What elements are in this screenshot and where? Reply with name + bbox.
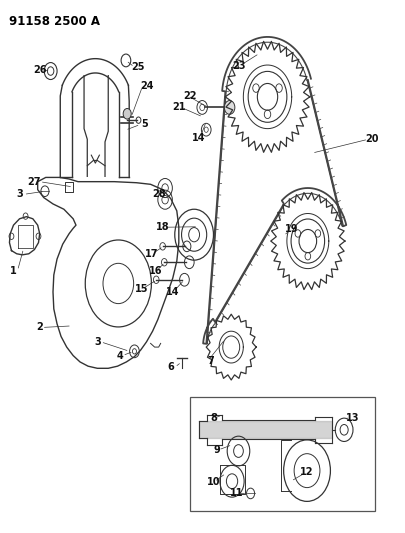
- Text: 15: 15: [134, 284, 148, 294]
- Text: 6: 6: [167, 362, 174, 372]
- Text: 13: 13: [345, 413, 358, 423]
- Text: 91158 2500 A: 91158 2500 A: [9, 14, 100, 28]
- Text: 16: 16: [148, 266, 162, 276]
- Text: 20: 20: [365, 134, 378, 144]
- Text: 11: 11: [230, 488, 243, 498]
- Text: 10: 10: [206, 477, 220, 487]
- Text: 28: 28: [152, 189, 166, 199]
- Text: 8: 8: [210, 413, 217, 423]
- Text: 23: 23: [232, 61, 245, 71]
- Text: 26: 26: [33, 66, 46, 75]
- Text: 21: 21: [172, 102, 185, 112]
- Text: 12: 12: [299, 467, 312, 477]
- Text: 14: 14: [166, 287, 179, 297]
- Text: 9: 9: [213, 445, 220, 455]
- Text: 2: 2: [36, 322, 43, 333]
- Text: 22: 22: [183, 91, 196, 101]
- Text: 14: 14: [192, 133, 205, 143]
- Text: 18: 18: [156, 222, 169, 232]
- Text: 4: 4: [117, 351, 124, 361]
- Text: 7: 7: [207, 356, 214, 366]
- Text: 17: 17: [144, 249, 158, 259]
- Text: 1: 1: [10, 266, 17, 276]
- Text: 5: 5: [141, 119, 147, 130]
- Text: 3: 3: [94, 337, 101, 347]
- Circle shape: [224, 101, 234, 114]
- Text: 19: 19: [284, 224, 298, 235]
- Text: 25: 25: [131, 62, 145, 72]
- Circle shape: [123, 109, 131, 119]
- Text: 27: 27: [28, 176, 41, 187]
- Text: 3: 3: [16, 189, 23, 199]
- Text: 24: 24: [139, 81, 153, 91]
